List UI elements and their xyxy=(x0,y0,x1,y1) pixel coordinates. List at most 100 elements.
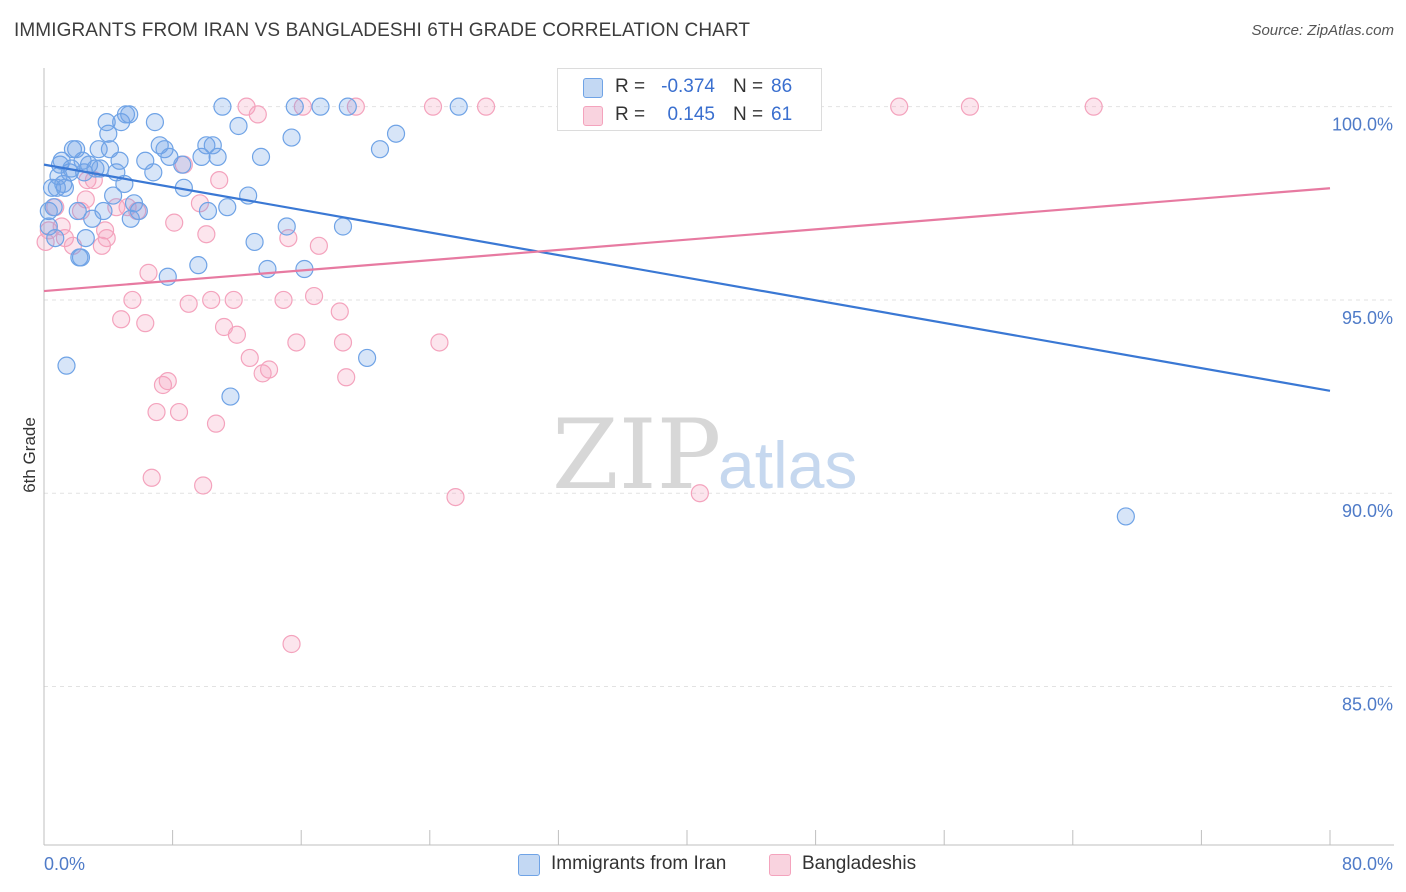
data-point xyxy=(100,140,120,159)
data-point xyxy=(71,248,91,267)
legend-r-value: -0.374 xyxy=(661,76,715,97)
data-point xyxy=(245,232,264,252)
data-point xyxy=(337,368,356,387)
legend-row-iran: R = -0.374 N = 86 xyxy=(558,73,821,101)
legend-n-label: N = xyxy=(733,104,764,125)
x-tick-label: 0.0% xyxy=(44,854,85,874)
y-tick-label: 90.0% xyxy=(1342,501,1393,521)
data-point xyxy=(57,356,76,375)
data-point xyxy=(129,201,148,221)
data-point xyxy=(110,151,129,170)
data-point xyxy=(370,140,390,159)
data-point xyxy=(97,113,116,132)
data-point xyxy=(248,105,267,124)
trend-lines xyxy=(43,163,1331,392)
data-point xyxy=(46,228,65,248)
data-point xyxy=(94,201,113,221)
watermark: ZIP atlas xyxy=(552,399,857,511)
data-point xyxy=(68,201,87,221)
data-point xyxy=(55,178,74,197)
data-point xyxy=(330,302,349,321)
data-point xyxy=(123,290,142,310)
chart-title: IMMIGRANTS FROM IRAN VS BANGLADESHI 6TH … xyxy=(14,20,751,41)
data-point xyxy=(206,414,226,433)
bottom-legend-swatch-iran xyxy=(518,854,540,876)
y-axis-title: 6th Grade xyxy=(20,417,39,493)
x-tick-labels: 0.0% 80.0% xyxy=(44,854,1393,874)
bottom-legend-label-bangladeshis: Bangladeshis xyxy=(802,853,917,874)
legend-r-label: R = xyxy=(615,104,646,125)
data-point xyxy=(97,228,116,248)
data-point xyxy=(476,97,496,116)
data-point xyxy=(690,484,709,503)
x-tick-label: 80.0% xyxy=(1342,854,1393,874)
data-point xyxy=(960,97,980,116)
data-point xyxy=(198,201,218,221)
data-point xyxy=(282,634,301,654)
data-point xyxy=(311,97,330,116)
data-point xyxy=(144,163,163,182)
data-point xyxy=(192,147,211,167)
data-point xyxy=(44,198,63,217)
data-point xyxy=(99,124,118,143)
data-point xyxy=(145,113,165,132)
data-point xyxy=(423,97,443,116)
data-point xyxy=(890,97,909,116)
data-point xyxy=(173,155,192,174)
data-point xyxy=(197,136,216,155)
bottom-legend-swatch-bangladeshis xyxy=(769,854,791,876)
x-axis-ticks xyxy=(43,830,1331,845)
data-point xyxy=(1116,507,1135,526)
data-point xyxy=(147,402,166,422)
legend-swatch-bangladeshis xyxy=(583,106,603,126)
data-point xyxy=(258,259,277,279)
data-point xyxy=(210,171,229,190)
legend: R = -0.374 N = 86 R = 0.145 N = 61 xyxy=(557,68,822,131)
legend-n-value: 86 xyxy=(771,76,793,97)
data-point xyxy=(142,468,161,487)
legend-n-value: 61 xyxy=(771,104,793,125)
data-point xyxy=(251,147,271,167)
data-point xyxy=(197,225,216,244)
data-point xyxy=(158,372,177,391)
data-point xyxy=(194,476,213,495)
data-point xyxy=(218,198,237,217)
data-point xyxy=(277,217,296,236)
data-point xyxy=(213,97,232,116)
data-point xyxy=(136,314,155,333)
data-point xyxy=(67,140,86,159)
data-point xyxy=(95,221,115,240)
data-point xyxy=(189,256,208,275)
data-point xyxy=(208,147,227,167)
trend-line-bangladeshis xyxy=(43,187,1331,293)
data-point xyxy=(139,263,158,282)
data-point xyxy=(430,333,449,352)
trend-line-iran xyxy=(43,163,1331,392)
data-point xyxy=(274,290,293,310)
data-point xyxy=(285,97,304,116)
data-point xyxy=(39,217,58,236)
data-point xyxy=(287,333,306,352)
data-point xyxy=(333,217,353,236)
legend-swatch-iran xyxy=(583,78,603,98)
data-point xyxy=(76,228,95,248)
data-point xyxy=(227,325,246,344)
bottom-legend-label-iran: Immigrants from Iran xyxy=(551,853,727,874)
data-point xyxy=(358,348,377,368)
data-point xyxy=(282,128,301,147)
legend-row-bangladeshis: R = 0.145 N = 61 xyxy=(558,101,821,129)
data-point xyxy=(259,360,279,379)
watermark-zip: ZIP xyxy=(552,399,721,511)
data-point xyxy=(165,213,184,232)
y-tick-label: 85.0% xyxy=(1342,695,1393,715)
data-point xyxy=(224,290,243,310)
data-point xyxy=(203,136,222,155)
data-point xyxy=(240,348,259,368)
series-bangladeshis-points xyxy=(36,97,1103,654)
y-tick-label: 95.0% xyxy=(1342,308,1393,328)
data-point xyxy=(120,105,139,124)
legend-n-label: N = xyxy=(733,76,764,97)
data-point xyxy=(279,228,298,248)
legend-r-label: R = xyxy=(615,76,646,97)
